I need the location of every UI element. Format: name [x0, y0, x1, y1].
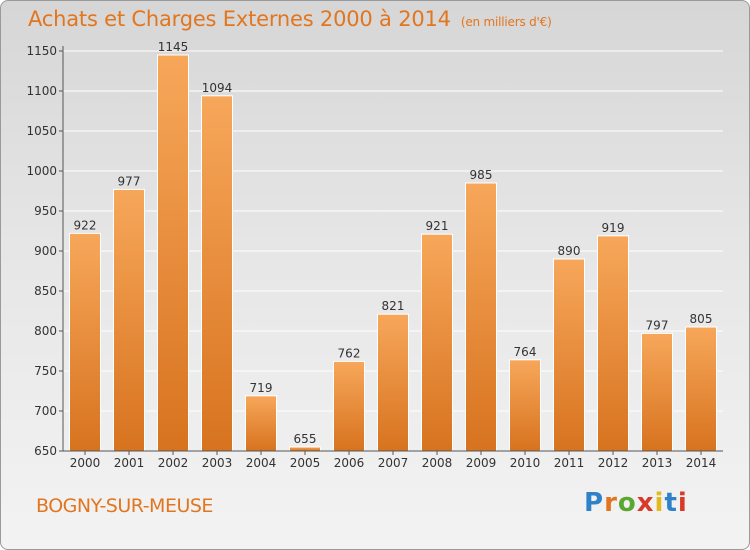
data-label: 919	[602, 221, 625, 235]
bar	[289, 446, 321, 452]
y-tick-label: 1150	[26, 44, 57, 58]
bar	[641, 332, 673, 452]
x-tick-label: 2012	[598, 456, 629, 470]
x-tick-label: 2013	[642, 456, 673, 470]
x-tick-label: 2009	[466, 456, 497, 470]
bar	[201, 95, 233, 452]
bar	[597, 235, 629, 452]
data-label: 985	[470, 168, 493, 182]
data-label: 762	[338, 346, 361, 360]
x-tick-label: 2001	[114, 456, 145, 470]
data-label: 719	[250, 381, 273, 395]
bar	[465, 182, 497, 452]
x-tick-label: 2000	[70, 456, 101, 470]
x-tick-label: 2003	[202, 456, 233, 470]
bar	[377, 313, 409, 452]
bar	[333, 360, 365, 452]
axes: 650 700 750 800 850 900 950 1000 1050 1100 1150 200…	[26, 44, 723, 470]
data-label: 797	[646, 318, 669, 332]
data-label: 922	[74, 218, 97, 232]
bar	[685, 326, 717, 452]
x-tick-label: 2014	[686, 456, 717, 470]
data-label: 821	[382, 299, 405, 313]
data-label: 977	[118, 174, 141, 188]
data-label: 1094	[202, 81, 233, 95]
bar	[553, 258, 585, 452]
x-tick-label: 2007	[378, 456, 409, 470]
y-tick-label: 800	[34, 324, 57, 338]
chart-subtitle: (en milliers d'€)	[460, 15, 552, 29]
bars	[69, 54, 717, 452]
y-tick-label: 850	[34, 284, 57, 298]
y-tick-label: 750	[34, 364, 57, 378]
x-tick-label: 2006	[334, 456, 365, 470]
data-label: 655	[294, 432, 317, 446]
chart-title-text: Achats et Charges Externes 2000 à 2014	[28, 7, 451, 31]
data-label: 921	[426, 219, 449, 233]
data-label: 764	[514, 345, 537, 359]
y-tick-label: 1100	[26, 84, 57, 98]
data-labels: 922 977 1145 1094 719 655 762 821 921 985 764 890 91…	[74, 40, 713, 446]
x-tick-label: 2004	[246, 456, 277, 470]
x-tick-label: 2002	[158, 456, 189, 470]
bar	[69, 232, 101, 452]
x-tick-label: 2005	[290, 456, 321, 470]
bar	[509, 359, 541, 452]
data-label: 805	[690, 312, 713, 326]
y-tick-label: 650	[34, 444, 57, 458]
chart-title: Achats et Charges Externes 2000 à 2014 (e…	[28, 7, 552, 31]
x-tick-label: 2010	[510, 456, 541, 470]
y-tick-label: 1050	[26, 124, 57, 138]
bar	[157, 54, 189, 452]
y-tick-label: 950	[34, 204, 57, 218]
y-tick-label: 700	[34, 404, 57, 418]
city-name: BOGNY-SUR-MEUSE	[36, 495, 213, 517]
bar	[421, 233, 453, 452]
proxiti-logo: Proxiti	[584, 488, 688, 518]
y-tick-label: 900	[34, 244, 57, 258]
bar	[245, 395, 277, 452]
data-label: 890	[558, 244, 581, 258]
bar	[113, 188, 145, 452]
x-tick-label: 2008	[422, 456, 453, 470]
y-tick-label: 1000	[26, 164, 57, 178]
x-tick-label: 2011	[554, 456, 585, 470]
data-label: 1145	[158, 40, 189, 54]
